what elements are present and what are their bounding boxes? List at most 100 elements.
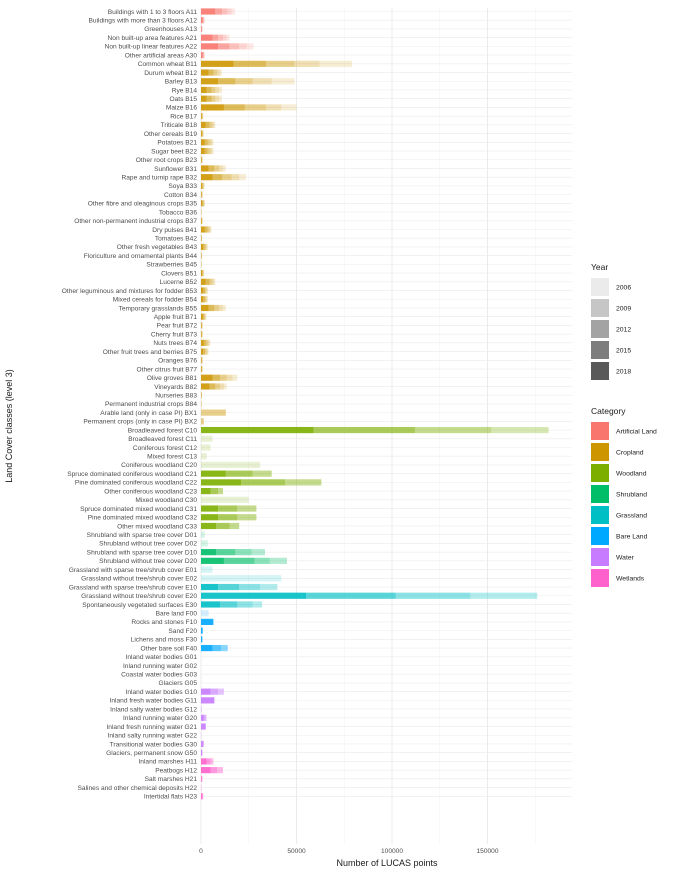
year-legend-label: 2015 bbox=[616, 348, 631, 355]
x-tick-label: 100000 bbox=[381, 848, 403, 855]
y-tick-label: Inland salty running water G22 bbox=[108, 733, 198, 740]
x-tick-label: 150000 bbox=[476, 848, 498, 855]
category-legend-swatch bbox=[591, 485, 609, 503]
bar-segment bbox=[201, 775, 202, 782]
bar-segment bbox=[212, 278, 215, 285]
bar-segment bbox=[201, 514, 219, 521]
y-tick-label: Rocks and stones F10 bbox=[131, 619, 197, 626]
bar-segment bbox=[201, 34, 213, 41]
bar-segment bbox=[201, 592, 307, 599]
bar-segment bbox=[201, 557, 224, 564]
bar-segment bbox=[204, 147, 208, 155]
y-tick-label: Inland running water G20 bbox=[123, 715, 197, 722]
bar-segment bbox=[201, 488, 211, 495]
y-tick-label: Strawberries B45 bbox=[146, 262, 197, 269]
bar-segment bbox=[202, 270, 203, 277]
bar-segment bbox=[294, 60, 320, 67]
bar-segment bbox=[201, 357, 202, 364]
y-tick-label: Spruce dominated mixed woodland C31 bbox=[80, 506, 197, 513]
bar-segment bbox=[269, 557, 287, 564]
bar-segment bbox=[201, 549, 217, 556]
bar-segment bbox=[395, 592, 471, 599]
bar-segment bbox=[201, 697, 215, 704]
y-tick-label: Arable land (only in case PI) BX1 bbox=[100, 410, 197, 417]
bar-segment bbox=[209, 278, 213, 285]
bar-segment bbox=[202, 200, 204, 207]
bar-segment bbox=[210, 139, 213, 146]
bar-segment bbox=[251, 549, 265, 556]
category-legend-swatch bbox=[591, 548, 609, 566]
bar-segment bbox=[260, 583, 278, 591]
bar-segment bbox=[229, 522, 240, 530]
category-legend-swatch bbox=[591, 422, 609, 440]
y-tick-label: Other bare soil F40 bbox=[141, 645, 198, 652]
bar-segment bbox=[202, 270, 204, 277]
y-tick-label: Nurseries B83 bbox=[155, 392, 197, 399]
y-tick-label: Lichens and moss F30 bbox=[131, 637, 198, 644]
plot-panel bbox=[201, 8, 572, 844]
y-tick-label: Coniferous forest C12 bbox=[133, 445, 197, 452]
bar-segment bbox=[201, 78, 219, 85]
y-tick-label: Inland running water G02 bbox=[123, 663, 197, 670]
y-tick-label: Rape and turnip rape B32 bbox=[121, 174, 197, 181]
bar-segment bbox=[205, 278, 210, 285]
bar-segment bbox=[201, 444, 211, 451]
year-legend-label: 2012 bbox=[616, 327, 631, 334]
bar-segment bbox=[229, 43, 240, 50]
y-tick-label: Potatoes B21 bbox=[157, 140, 197, 147]
bar-segment bbox=[235, 78, 253, 85]
bar-segment bbox=[285, 479, 322, 486]
bar-segment bbox=[226, 34, 230, 41]
bar-segment bbox=[208, 304, 215, 312]
bar-segment bbox=[201, 365, 202, 373]
y-tick-label: Other cereals B19 bbox=[144, 131, 197, 138]
bar-segment bbox=[203, 348, 206, 355]
category-legend-label: Artificial Land bbox=[616, 429, 657, 436]
bar-segment bbox=[202, 130, 204, 137]
bar-segment bbox=[231, 174, 240, 181]
year-legend-title: Year bbox=[591, 262, 608, 272]
bar-segment bbox=[215, 8, 223, 15]
bar-segment bbox=[470, 592, 538, 599]
bar-segment bbox=[212, 121, 215, 128]
x-tick-label: 50000 bbox=[287, 848, 306, 855]
bar-segment bbox=[254, 557, 270, 564]
y-tick-label: Olive groves B81 bbox=[147, 375, 198, 382]
y-tick-label: Spruce dominated coniferous woodland C21 bbox=[67, 471, 197, 478]
bar-segment bbox=[201, 714, 204, 721]
bar-segment bbox=[222, 165, 226, 172]
y-tick-label: Pine dominated mixed woodland C32 bbox=[88, 515, 198, 522]
category-legend-swatch bbox=[591, 464, 609, 482]
category-legend-swatch bbox=[591, 506, 609, 524]
bar-segment bbox=[215, 95, 220, 102]
bar-segment bbox=[313, 426, 415, 434]
bar-segment bbox=[222, 34, 227, 41]
bar-segment bbox=[201, 86, 207, 94]
y-tick-label: Sugar beet B22 bbox=[151, 148, 197, 155]
bar-segment bbox=[220, 374, 227, 381]
bar-segment bbox=[210, 147, 213, 155]
bar-segment bbox=[205, 348, 207, 355]
year-legend-label: 2006 bbox=[616, 285, 631, 292]
bar-segment bbox=[203, 17, 205, 24]
bar-segment bbox=[201, 43, 219, 50]
bar-segment bbox=[205, 121, 210, 128]
y-tick-label: Shrubland without tree cover D20 bbox=[99, 558, 197, 565]
bar-segment bbox=[203, 243, 205, 251]
y-tick-label: Grassland with sparse tree/shrub cover E… bbox=[69, 584, 198, 591]
y-tick-label: Cotton B34 bbox=[164, 192, 197, 199]
bar-segment bbox=[206, 296, 208, 303]
bar-segment bbox=[233, 60, 266, 67]
bar-segment bbox=[201, 688, 211, 695]
y-tick-label: Inland water bodies G10 bbox=[126, 689, 198, 696]
y-tick-label: Inland fresh running water G21 bbox=[106, 724, 197, 731]
y-tick-label: Apple fruit B71 bbox=[154, 314, 198, 321]
category-legend-label: Woodland bbox=[616, 471, 647, 478]
y-tick-label: Other non-permanent industrial crops B37 bbox=[74, 218, 197, 225]
y-tick-label: Floriculture and ornamental plants B44 bbox=[84, 253, 198, 260]
y-tick-label: Grassland without tree/shrub cover E20 bbox=[81, 593, 197, 600]
bar-segment bbox=[218, 514, 238, 521]
bar-segment bbox=[217, 767, 223, 774]
bar-segment bbox=[204, 200, 205, 207]
bar-segment bbox=[210, 688, 219, 695]
